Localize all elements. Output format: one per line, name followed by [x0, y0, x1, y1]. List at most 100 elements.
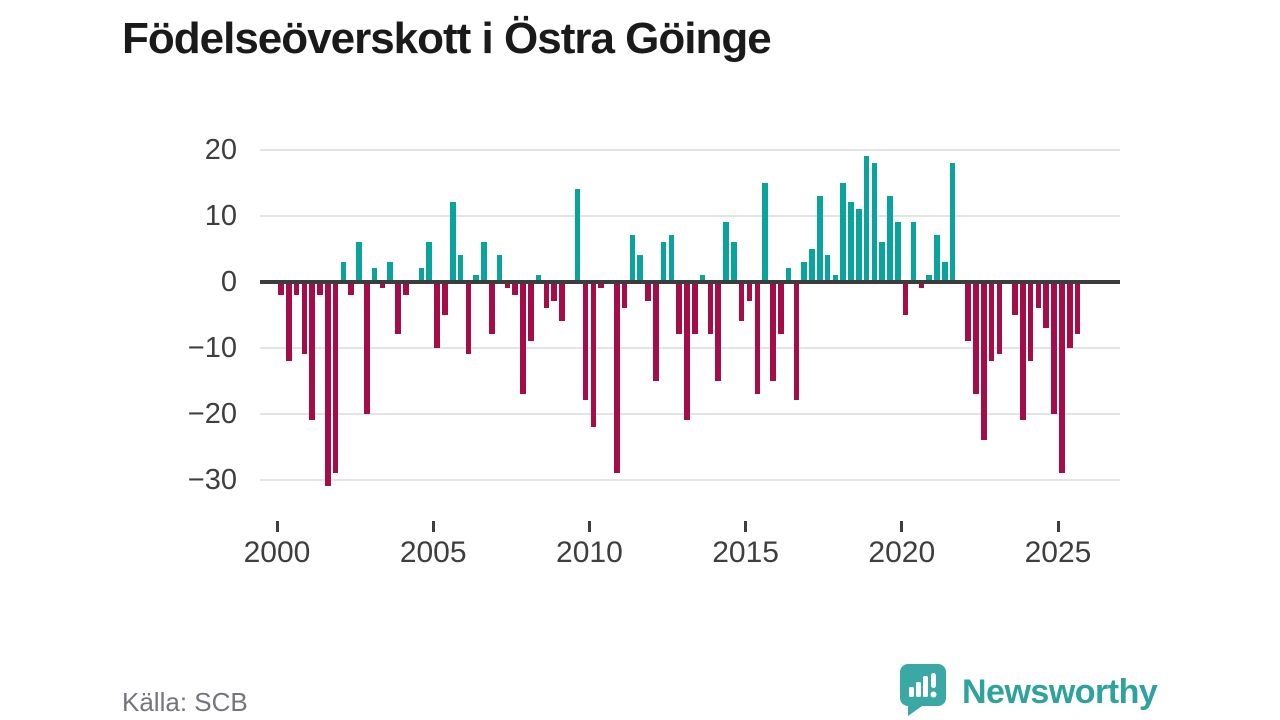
x-axis-label-2010: 2010 — [556, 536, 623, 569]
bar-2021-Q1 — [934, 235, 940, 282]
bar-2007-Q3 — [512, 281, 518, 295]
bar-2010-Q2 — [598, 281, 604, 289]
bar-2001-Q1 — [309, 281, 315, 421]
bar-2013-Q2 — [692, 281, 698, 335]
y-axis-label-20: 20 — [204, 133, 237, 166]
bar-2014-Q2 — [723, 222, 729, 282]
bar-2018-Q3 — [856, 208, 862, 282]
bar-2000-Q3 — [293, 281, 300, 295]
x-axis-label-2005: 2005 — [399, 536, 467, 569]
gridline-20 — [260, 148, 1120, 151]
bar-2004-Q4 — [426, 241, 433, 282]
x-axis-tick-2000 — [275, 521, 279, 532]
bar-2006-Q4 — [488, 281, 495, 335]
bar-2003-Q2 — [379, 281, 386, 289]
bar-2004-Q1 — [403, 281, 409, 295]
bar-2003-Q4 — [395, 281, 401, 335]
bar-2002-Q4 — [364, 281, 370, 414]
bar-2024-Q4 — [1051, 281, 1057, 414]
bar-2012-Q3 — [668, 235, 675, 282]
bar-2006-Q1 — [465, 281, 472, 355]
bar-2008-Q2 — [535, 274, 542, 282]
bar-2019-Q4 — [895, 222, 901, 282]
x-axis-tick-2015 — [744, 521, 748, 532]
bar-2022-Q2 — [973, 281, 979, 394]
bar-2000-Q1 — [278, 281, 284, 295]
x-axis-label-2020: 2020 — [868, 536, 936, 569]
bar-2017-Q4 — [832, 274, 839, 282]
bar-2016-Q4 — [801, 261, 807, 282]
bar-2008-Q1 — [528, 281, 534, 341]
bar-2000-Q2 — [285, 281, 292, 361]
bar-2003-Q1 — [371, 268, 378, 282]
bar-2011-Q1 — [621, 281, 628, 308]
bar-2006-Q2 — [473, 274, 479, 282]
bar-2005-Q4 — [457, 255, 464, 282]
brand-footer: Newsworthy — [900, 663, 1180, 720]
bar-2006-Q3 — [481, 241, 487, 282]
bar-2009-Q4 — [582, 281, 589, 401]
bar-2008-Q3 — [543, 281, 550, 308]
bar-2018-Q2 — [848, 202, 854, 282]
x-axis-label-2025: 2025 — [1024, 536, 1092, 569]
bar-2016-Q3 — [793, 281, 800, 401]
bar-2001-Q4 — [332, 281, 339, 473]
bar-2015-Q4 — [770, 281, 776, 381]
bar-2011-Q4 — [645, 281, 651, 302]
bar-2021-Q3 — [949, 162, 956, 282]
bar-2005-Q1 — [434, 281, 440, 348]
bar-2012-Q4 — [676, 281, 682, 335]
page-title: Födelseöverskott i Östra Göinge — [122, 14, 772, 63]
bar-2017-Q2 — [816, 195, 823, 282]
bar-2022-Q4 — [988, 281, 995, 361]
bar-2005-Q3 — [449, 202, 456, 282]
bar-2017-Q3 — [824, 255, 831, 282]
bar-2007-Q1 — [496, 255, 503, 282]
bar-2019-Q3 — [887, 195, 893, 282]
x-axis-tick-2005 — [431, 521, 435, 532]
bar-2018-Q4 — [863, 156, 870, 282]
gridline--20 — [260, 412, 1120, 415]
bar-2001-Q3 — [324, 281, 331, 487]
bar-2008-Q4 — [551, 281, 558, 302]
plot-area: 20 10 0 −10 −20 −30 2000 2005 2010 2015 2020 2025 — [188, 134, 1120, 569]
bar-2013-Q3 — [699, 274, 706, 282]
gridline--10 — [260, 346, 1120, 349]
bar-2012-Q2 — [660, 241, 667, 282]
bar-2023-Q4 — [1020, 281, 1026, 421]
bar-2017-Q1 — [809, 248, 815, 282]
bar-2025-Q2 — [1066, 281, 1073, 348]
brand-name: Newsworthy — [962, 672, 1158, 711]
bar-2025-Q3 — [1074, 281, 1081, 335]
bar-2022-Q3 — [981, 281, 987, 440]
bar-2023-Q3 — [1012, 281, 1018, 315]
x-axis-label-2015: 2015 — [712, 536, 779, 569]
bar-2015-Q2 — [754, 281, 761, 394]
gridline--30 — [260, 478, 1120, 481]
bar-2011-Q2 — [629, 235, 636, 282]
bar-2025-Q1 — [1059, 281, 1065, 473]
newsworthy-logo-icon — [900, 663, 946, 720]
bar-2022-Q1 — [965, 281, 971, 341]
bar-2002-Q1 — [340, 261, 347, 282]
bar-2014-Q3 — [731, 241, 737, 282]
bar-2004-Q3 — [418, 268, 425, 282]
bar-2015-Q3 — [762, 182, 768, 282]
bar-2015-Q1 — [746, 281, 753, 302]
y-axis-label--10: −10 — [187, 331, 237, 364]
bar-2020-Q3 — [918, 281, 925, 289]
x-axis-label-2000: 2000 — [243, 536, 311, 569]
bar-2024-Q1 — [1027, 281, 1034, 361]
bar-2024-Q2 — [1035, 281, 1042, 308]
y-axis-label-10: 10 — [204, 199, 237, 232]
bar-2016-Q2 — [785, 268, 792, 282]
bar-2005-Q2 — [442, 281, 448, 315]
bar-2024-Q3 — [1043, 281, 1050, 328]
bar-2010-Q1 — [590, 281, 597, 427]
y-axis-label--30: −30 — [187, 463, 237, 496]
x-axis-tick-2025 — [1056, 521, 1060, 532]
bar-2007-Q2 — [504, 281, 511, 289]
source-note: Källa: SCB — [122, 687, 248, 717]
bar-2012-Q1 — [652, 281, 659, 381]
